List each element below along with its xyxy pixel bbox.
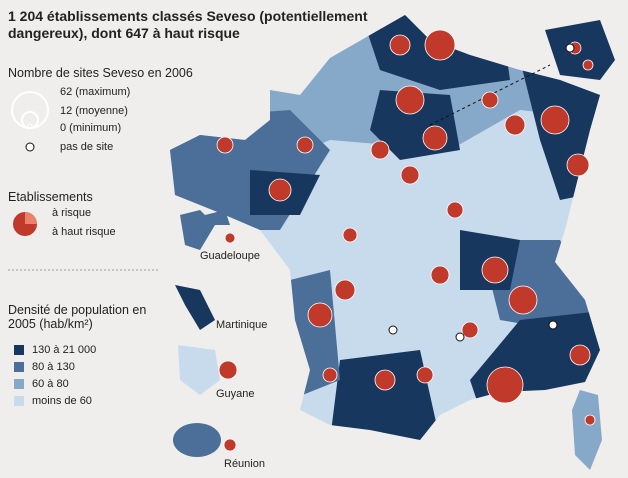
size-item: 62 (maximum)	[60, 86, 131, 98]
overseas-label: Martinique	[216, 319, 268, 331]
overseas-label: Guyane	[216, 388, 255, 400]
guyane-shape	[178, 345, 220, 395]
guadeloupe-shape	[180, 210, 230, 250]
france	[170, 15, 600, 440]
density-swatch	[14, 379, 24, 389]
martinique-shape	[175, 285, 215, 330]
reunion-shape	[173, 423, 221, 457]
overseas-label: Guadeloupe	[200, 250, 260, 262]
density-label: 60 à 80	[32, 378, 69, 390]
size-item: 0 (minimum)	[60, 122, 122, 134]
density-swatch	[14, 345, 24, 355]
establishments-item: à risque	[52, 207, 92, 219]
density-label: 130 à 21 000	[32, 344, 97, 356]
establishments-title: Etablissements	[8, 190, 93, 204]
density-label: moins de 60	[32, 395, 92, 407]
density-swatches	[14, 345, 24, 406]
legend-symbols	[8, 91, 160, 271]
size-item: pas de site	[60, 141, 114, 153]
establishments-item: à haut risque	[52, 226, 116, 238]
no-site	[388, 43, 575, 342]
density-label: 80 à 130	[32, 361, 75, 373]
size-legend-title: Nombre de sites Seveso en 2006	[8, 66, 193, 80]
site-circles	[216, 29, 596, 452]
density-swatch	[14, 396, 24, 406]
density-title: Densité de population en 2005 (hab/km²)	[8, 303, 147, 331]
title: 1 204 établissements classés Seveso (pot…	[8, 8, 368, 41]
corsica	[572, 390, 602, 470]
size-item: 12 (moyenne)	[60, 105, 128, 117]
density-swatch	[14, 362, 24, 372]
overseas-label: Réunion	[224, 458, 265, 470]
